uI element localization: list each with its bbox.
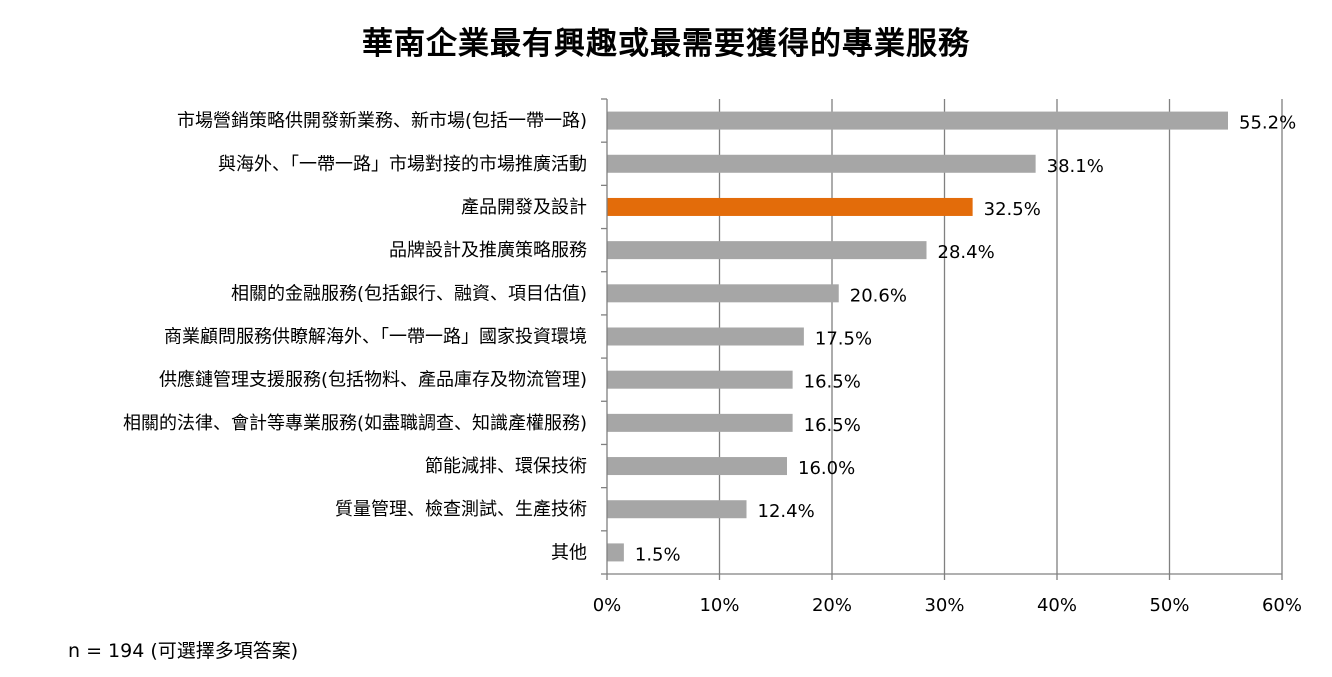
data-label: 12.4% — [758, 501, 815, 522]
category-label: 產品開發及設計 — [461, 197, 587, 218]
category-label: 相關的金融服務(包括銀行、融資、項目估值) — [231, 283, 587, 304]
data-label: 16.0% — [798, 458, 855, 479]
category-label: 其他 — [551, 542, 587, 563]
bar — [607, 413, 793, 432]
x-tick-label: 30% — [924, 595, 964, 616]
category-label: 相關的法律、會計等專業服務(如盡職調查、知識產權服務) — [123, 413, 587, 434]
data-label: 1.5% — [635, 544, 681, 565]
footnote: n = 194 (可選擇多項答案) — [68, 640, 299, 662]
category-label: 節能減排、環保技術 — [425, 456, 587, 477]
category-label: 與海外、「一帶一路」市場對接的市場推廣活動 — [218, 154, 587, 175]
data-label: 20.6% — [850, 285, 907, 306]
bar — [607, 457, 787, 476]
labels: 0% 10% 20% 30% 40% 50% 60% 市場營銷策略供開發新業務、新市場(包括一… — [123, 111, 1302, 616]
bar — [607, 241, 927, 260]
x-tick-label: 0% — [593, 595, 622, 616]
chart-title: 華南企業最有興趣或最需要獲得的專業服務 — [362, 26, 970, 62]
bar — [607, 284, 839, 303]
category-label: 商業顧問服務供瞭解海外、「一帶一路」國家投資環境 — [164, 327, 587, 348]
data-label: 28.4% — [938, 242, 995, 263]
bar — [607, 154, 1036, 173]
x-tick-label: 40% — [1037, 595, 1077, 616]
bar — [607, 543, 624, 562]
x-tick-label: 20% — [812, 595, 852, 616]
data-label: 55.2% — [1239, 113, 1296, 134]
data-label: 17.5% — [815, 329, 872, 350]
data-label: 16.5% — [804, 415, 861, 436]
category-label: 市場營銷策略供開發新業務、新市場(包括一帶一路) — [177, 111, 587, 132]
bar — [607, 197, 973, 216]
data-label: 16.5% — [804, 372, 861, 393]
data-label: 32.5% — [984, 199, 1041, 220]
x-tick-label: 10% — [699, 595, 739, 616]
x-tick-label: 50% — [1149, 595, 1189, 616]
bar — [607, 327, 804, 346]
x-tick-label: 60% — [1262, 595, 1302, 616]
bar — [607, 111, 1228, 130]
bars — [607, 111, 1228, 562]
category-label: 供應鏈管理支援服務(包括物料、產品庫存及物流管理) — [159, 369, 587, 391]
bar — [607, 500, 747, 519]
data-label: 38.1% — [1047, 156, 1104, 177]
bar — [607, 370, 793, 389]
axes — [601, 98, 1283, 580]
gridlines — [718, 99, 1283, 574]
category-label: 質量管理、檢查測試、生產技術 — [335, 499, 587, 520]
category-label: 品牌設計及推廣策略服務 — [389, 240, 587, 261]
